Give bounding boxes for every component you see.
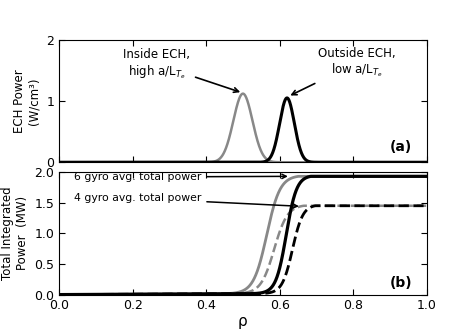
Text: 4 gyro avg. total power: 4 gyro avg. total power: [74, 193, 297, 208]
Text: 6 gyro avg. total power: 6 gyro avg. total power: [74, 172, 286, 182]
X-axis label: ρ: ρ: [238, 314, 248, 329]
Text: (b): (b): [389, 276, 412, 290]
Y-axis label: ECH Power
(W/cm³): ECH Power (W/cm³): [13, 69, 41, 133]
Text: Inside ECH,
high a/L$_{T_e}$: Inside ECH, high a/L$_{T_e}$: [123, 48, 238, 92]
Text: (a): (a): [390, 140, 412, 154]
Y-axis label: Total Integrated
Power  (MW): Total Integrated Power (MW): [1, 186, 29, 280]
Text: Outside ECH,
low a/L$_{T_e}$: Outside ECH, low a/L$_{T_e}$: [292, 47, 396, 95]
